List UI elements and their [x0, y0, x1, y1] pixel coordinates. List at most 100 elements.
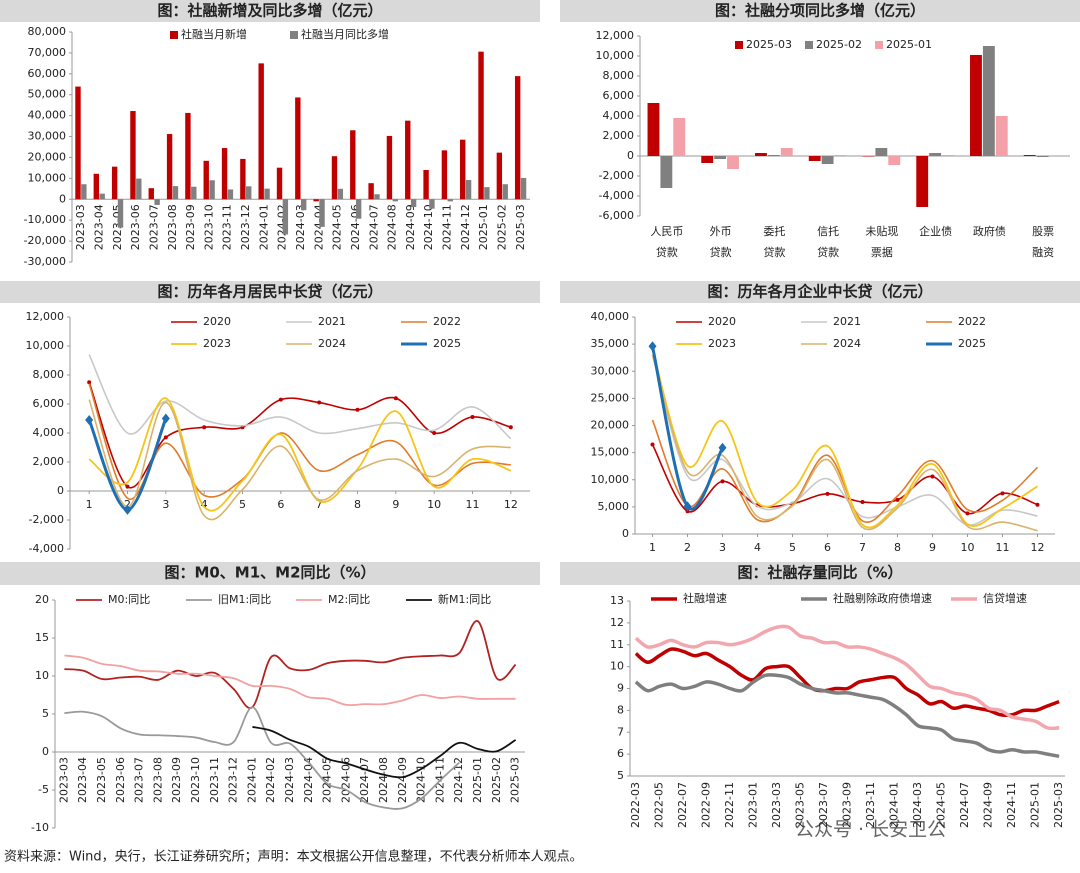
- chart-title: 图：历年各月居民中长贷（亿元）: [157, 283, 382, 301]
- y-tick-label: 6,000: [33, 397, 65, 410]
- line: [651, 349, 1038, 529]
- y-tick-label: 20,000: [28, 150, 67, 163]
- line: [64, 654, 516, 707]
- x-tick-label: 3: [162, 498, 169, 511]
- bar: [701, 156, 714, 163]
- line: [88, 399, 511, 521]
- chart-title: 图：历年各月企业中长贷（亿元）: [707, 283, 932, 301]
- bar: [808, 156, 821, 161]
- x-tick-label: 2023-05: [95, 757, 108, 803]
- x-tick-label: 2022-05: [652, 782, 665, 828]
- x-tick-label: 8: [894, 541, 901, 554]
- point: [1000, 491, 1005, 496]
- bar: [319, 199, 325, 227]
- bar: [209, 180, 215, 200]
- chart-title: 图：社融存量同比（%）: [737, 564, 902, 582]
- bar: [136, 178, 142, 200]
- line: [634, 624, 1060, 731]
- x-tick-label: 3: [719, 541, 726, 554]
- bar: [727, 156, 739, 169]
- x-tick-label: 2023-11: [864, 782, 877, 828]
- chart-title: 图：M0、M1、M2同比（%）: [164, 564, 375, 582]
- x-tick-label: 2023-05: [793, 782, 806, 828]
- bar: [301, 199, 307, 211]
- bar: [111, 166, 118, 200]
- title-bar: [0, 562, 540, 585]
- line: [651, 444, 1038, 515]
- bar: [81, 184, 87, 200]
- x-tick-label: 2024-12: [452, 757, 465, 803]
- x-tick-label: 2024-03: [911, 782, 924, 828]
- x-tick-label: 企业债: [919, 224, 952, 238]
- bar: [75, 86, 81, 200]
- x-tick-label: 9: [392, 498, 399, 511]
- y-tick-label: -2,000: [599, 169, 634, 182]
- title-bar: [560, 0, 1080, 22]
- x-tick-label: 2025-03: [1052, 782, 1065, 828]
- point: [648, 341, 657, 352]
- legend-label: 2021: [318, 315, 346, 328]
- bar: [755, 153, 767, 156]
- y-tick-label: 60,000: [28, 67, 67, 80]
- x-tick-label: 7: [316, 498, 323, 511]
- bar: [502, 184, 508, 200]
- x-tick-label: 2024-05: [331, 204, 344, 250]
- x-tick-label: 2025-01: [1029, 782, 1042, 828]
- x-tick-label: 2023-07: [147, 204, 160, 250]
- legend-label: 社融增速: [683, 591, 727, 605]
- point: [278, 397, 283, 402]
- y-tick-label: -4,000: [599, 189, 634, 202]
- x-tick-label: 4: [201, 498, 208, 511]
- y-tick-label: 50,000: [28, 88, 67, 101]
- bar: [410, 199, 417, 208]
- point: [161, 413, 170, 424]
- x-tick-label: 委托: [763, 224, 785, 238]
- y-tick-label: -2,000: [29, 513, 64, 526]
- point: [825, 491, 830, 496]
- bar: [258, 63, 264, 200]
- legend-swatch: [875, 41, 883, 49]
- line: [651, 354, 1038, 526]
- legend-label: 2025: [958, 337, 986, 350]
- bar: [1036, 156, 1049, 157]
- legend-label: 2020: [708, 315, 736, 328]
- y-tick-label: 2,000: [33, 455, 65, 468]
- point: [123, 504, 132, 515]
- bar: [337, 188, 344, 200]
- point: [470, 415, 475, 420]
- y-tick-label: -30,000: [24, 255, 66, 268]
- bar: [995, 116, 1008, 156]
- x-tick-label: 5: [239, 498, 246, 511]
- x-tick-label: 2025-03: [509, 757, 522, 803]
- legend-label: 旧M1:同比: [218, 593, 271, 606]
- x-tick-label: 12: [504, 498, 518, 511]
- bar: [99, 193, 105, 200]
- y-tick-label: -20,000: [24, 234, 66, 247]
- x-tick-label: 9: [929, 541, 936, 554]
- x-tick-label: 2023-11: [221, 204, 234, 250]
- x-tick-label: 2023-03: [74, 204, 87, 250]
- bar: [282, 199, 289, 235]
- bar: [185, 112, 191, 200]
- legend-label: 2021: [833, 315, 861, 328]
- bar: [313, 199, 319, 202]
- point: [650, 442, 655, 447]
- bar: [484, 187, 490, 200]
- legend-swatch: [805, 41, 813, 49]
- y-tick-label: 7: [617, 725, 624, 738]
- x-tick-label: 2023-10: [189, 757, 202, 803]
- y-tick-label: 8: [617, 703, 624, 716]
- y-tick-label: 30,000: [28, 130, 67, 143]
- legend-label: M2:同比: [328, 593, 370, 606]
- bar: [355, 199, 362, 219]
- x-tick-label: 12: [1031, 541, 1045, 554]
- bar: [970, 55, 982, 156]
- point: [393, 396, 398, 401]
- bar: [166, 134, 173, 200]
- x-tick-label: 2024-05: [935, 782, 948, 828]
- y-tick-label: 2,000: [603, 129, 635, 142]
- y-tick-label: 30,000: [591, 364, 630, 377]
- point: [87, 380, 92, 385]
- line: [651, 354, 1038, 532]
